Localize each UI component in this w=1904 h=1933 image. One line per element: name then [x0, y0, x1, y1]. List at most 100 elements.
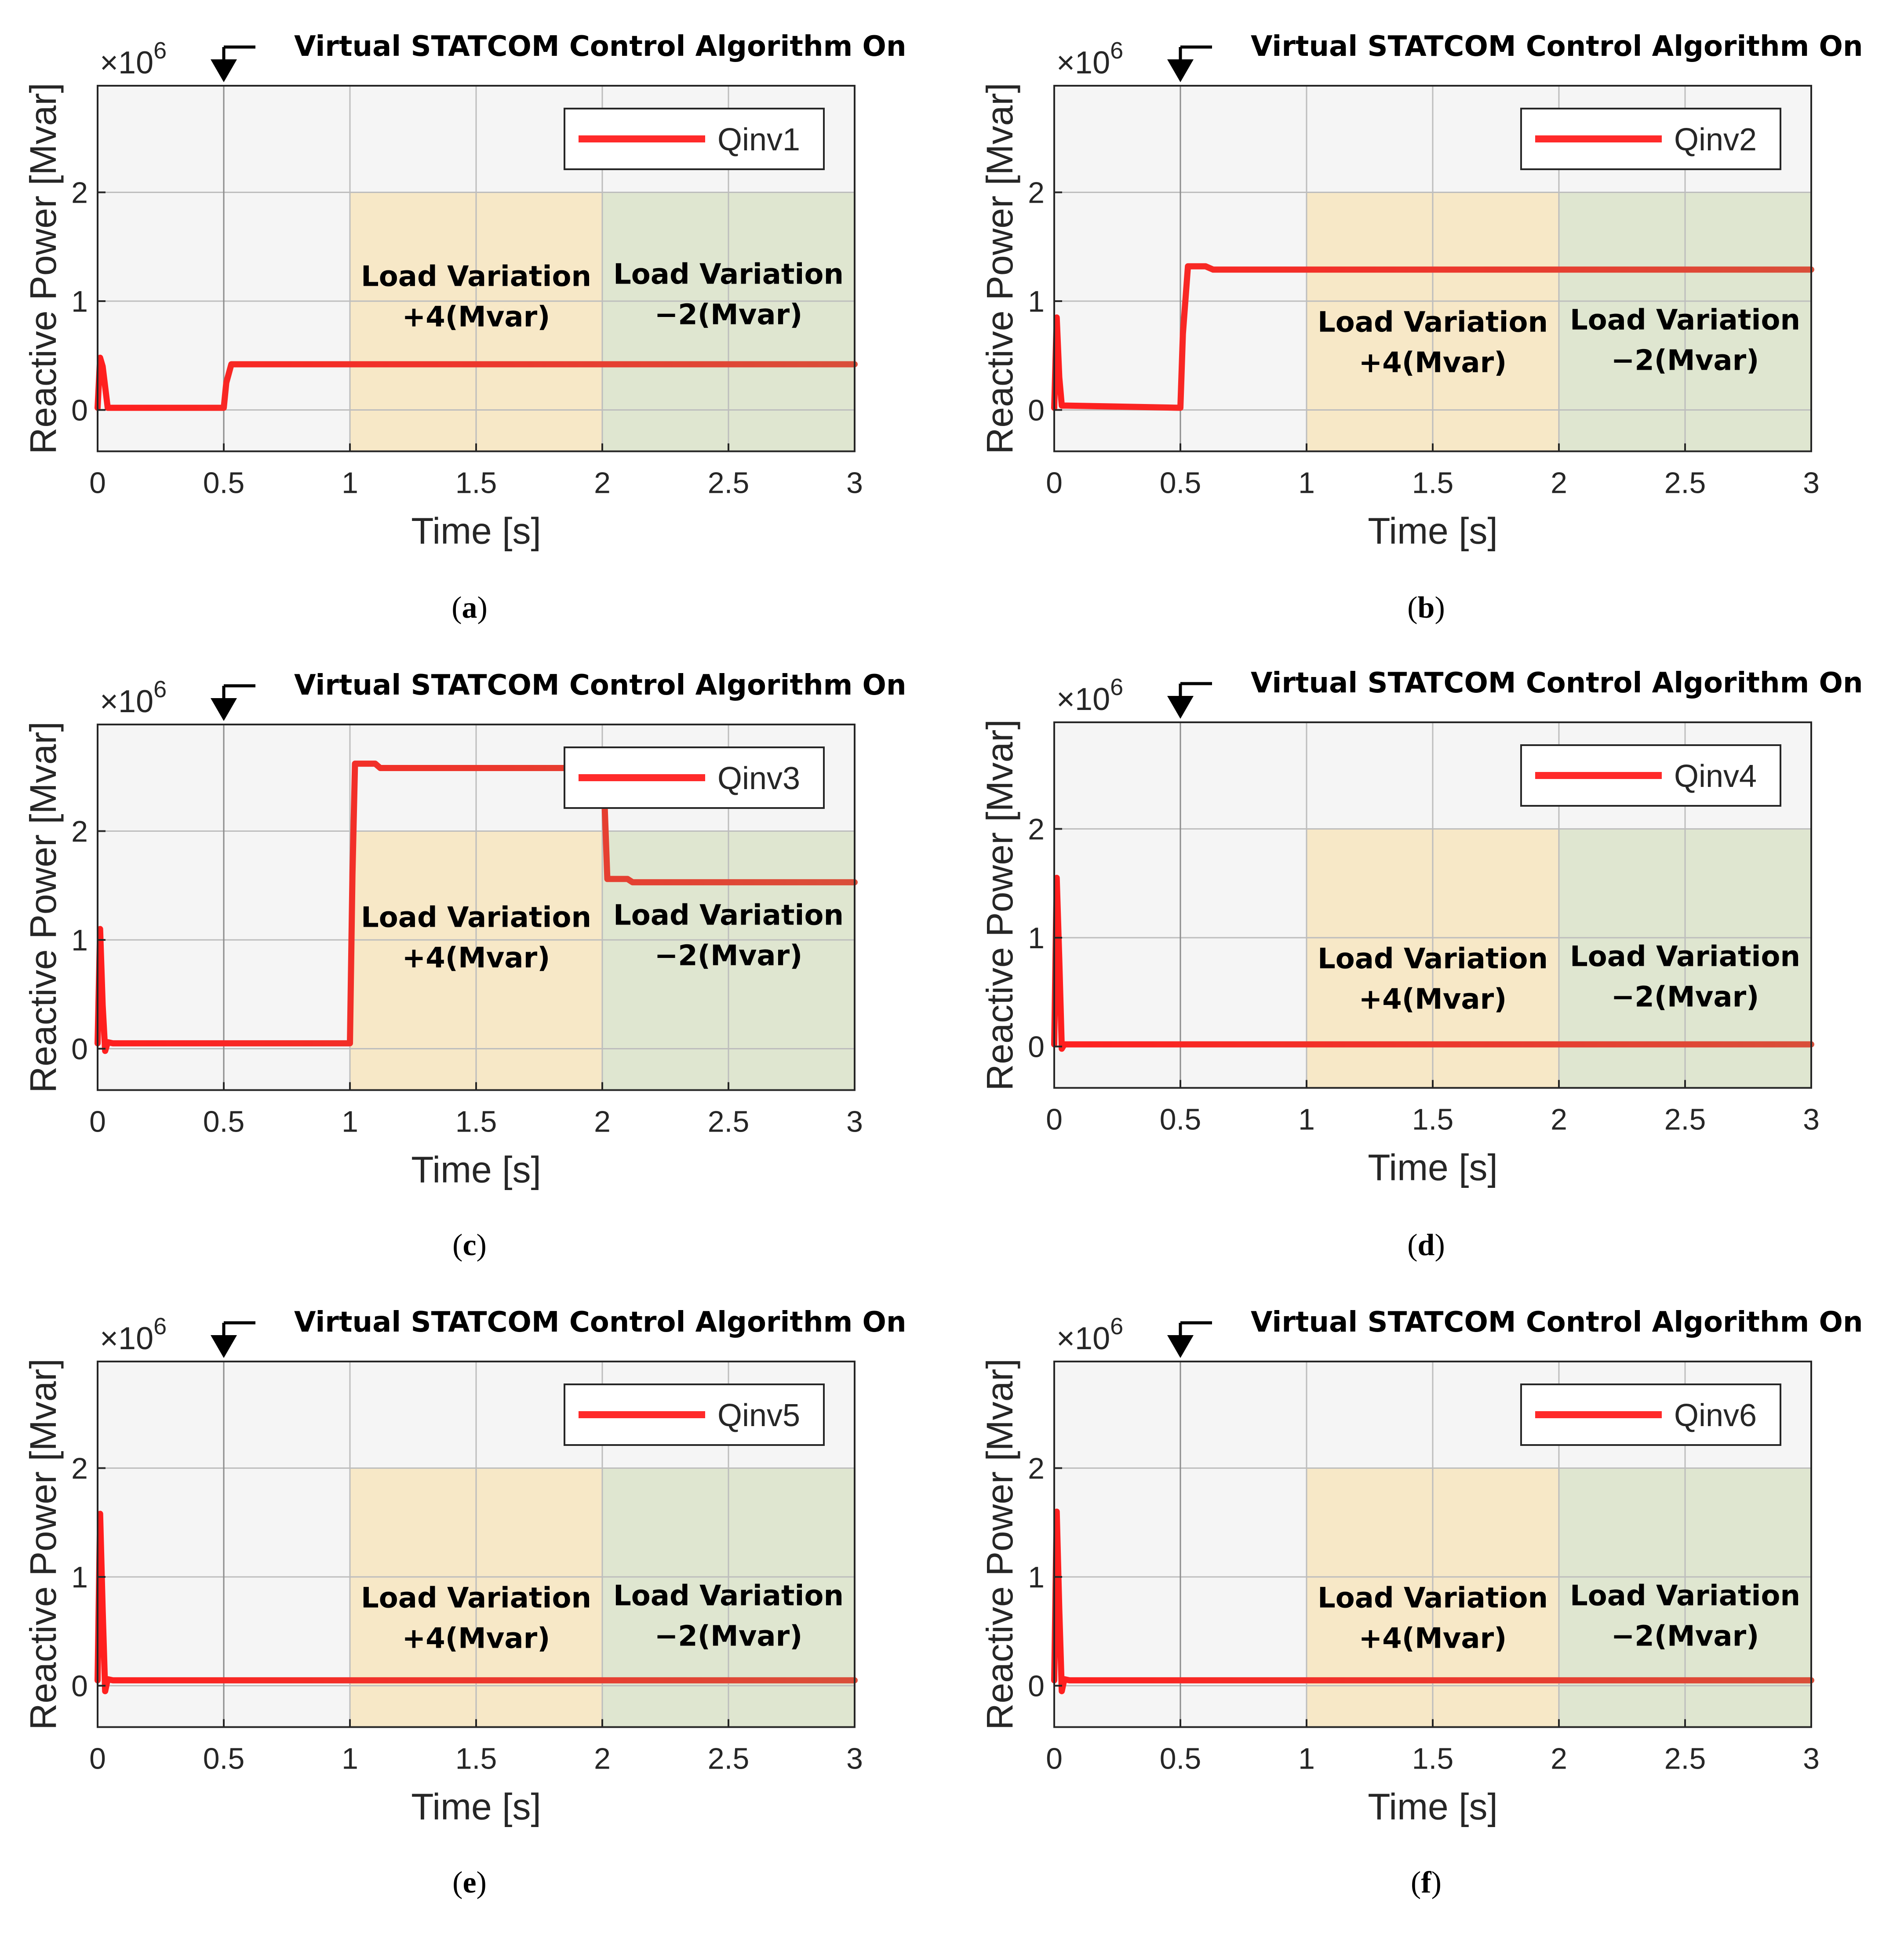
y-axis-label: Reactive Power [Mvar]: [979, 719, 1020, 1091]
y-tick-label: 1: [71, 285, 88, 318]
arrow-down-icon: [1167, 59, 1194, 82]
x-tick-label: 1: [1298, 466, 1315, 500]
region-label-1: Load Variation: [361, 901, 591, 934]
caption-open: (: [1407, 591, 1417, 625]
x-axis-label: Time [s]: [411, 1149, 541, 1190]
region-label-1: +4(Mvar): [402, 1622, 550, 1655]
y-tick-label: 0: [1028, 1670, 1045, 1703]
legend-label: Qinv3: [717, 761, 800, 796]
x-axis-label: Time [s]: [411, 510, 541, 552]
y-axis-label: Reactive Power [Mvar]: [22, 1358, 64, 1730]
x-tick-label: 2.5: [1664, 1742, 1706, 1776]
x-tick-label: 1: [1298, 1742, 1315, 1776]
x-tick-label: 2.5: [708, 1105, 750, 1139]
exponent-label: ×106: [1056, 1313, 1123, 1356]
x-tick-label: 2: [594, 1742, 611, 1776]
x-axis-label: Time [s]: [1368, 510, 1498, 552]
y-tick-label: 0: [1028, 1030, 1045, 1064]
region-label-2: Load Variation: [613, 899, 844, 932]
series-line-Qinv3: [95, 761, 858, 1054]
arrow-down-icon: [211, 698, 237, 721]
legend-label: Qinv2: [1674, 122, 1757, 157]
caption-open: (: [452, 1228, 462, 1262]
x-tick-label: 2.5: [1664, 1103, 1706, 1136]
panel-caption: (c): [452, 1228, 487, 1262]
y-tick-label: 0: [71, 1033, 88, 1066]
caption-open: (: [1407, 1228, 1417, 1262]
chart-panel-e: Load Variation +4(Mvar) Load Variation −2(M…: [22, 1306, 906, 1900]
x-tick-label: 0: [89, 1742, 106, 1776]
y-tick-label: 0: [71, 394, 88, 427]
y-tick-label: 0: [1028, 394, 1045, 427]
x-axis-label: Time [s]: [1368, 1147, 1498, 1188]
x-tick-label: 0.5: [203, 1742, 245, 1776]
exponent-label: ×106: [1056, 674, 1123, 717]
caption-close: ): [1431, 1866, 1442, 1900]
caption-open: (: [451, 591, 462, 625]
caption-letter: e: [462, 1866, 476, 1900]
region-label-2: Load Variation: [1570, 304, 1800, 336]
region-label-1: +4(Mvar): [402, 301, 550, 333]
region-label-2: −2(Mvar): [655, 299, 803, 331]
caption-close: ): [477, 591, 488, 625]
x-tick-label: 0: [89, 1105, 106, 1139]
y-tick-label: 1: [1028, 1561, 1045, 1594]
chart-title: Virtual STATCOM Control Algorithm On: [294, 30, 906, 63]
region-label-2: −2(Mvar): [655, 939, 803, 972]
series-line-Qinv1: [95, 354, 858, 411]
exponent-power: 6: [1110, 37, 1123, 64]
y-tick-label: 1: [71, 1561, 88, 1594]
exponent-label: ×106: [1056, 37, 1123, 80]
caption-letter: b: [1418, 591, 1435, 625]
x-tick-label: 2.5: [708, 1742, 750, 1776]
caption-letter: d: [1418, 1228, 1435, 1262]
region-label-2: Load Variation: [1570, 940, 1800, 973]
x-tick-label: 0: [1046, 1103, 1063, 1136]
region-label-1: Load Variation: [1318, 306, 1548, 339]
caption-close: ): [477, 1866, 487, 1900]
x-tick-label: 1: [342, 1105, 358, 1139]
caption-letter: f: [1421, 1866, 1431, 1900]
x-axis-label: Time [s]: [411, 1786, 541, 1827]
exponent-power: 6: [1110, 674, 1123, 700]
y-axis-label: Reactive Power [Mvar]: [979, 1358, 1020, 1730]
chart-panel-d: Load Variation +4(Mvar) Load Variation −2(M…: [979, 667, 1863, 1262]
x-tick-label: 0: [1046, 466, 1063, 500]
chart-title: Virtual STATCOM Control Algorithm On: [1251, 1306, 1863, 1339]
y-tick-label: 1: [1028, 921, 1045, 955]
chart-panel-f: Load Variation +4(Mvar) Load Variation −2(M…: [979, 1306, 1863, 1900]
series-line-Qinv5: [95, 1511, 858, 1694]
x-tick-label: 3: [846, 1105, 863, 1139]
x-tick-label: 0.5: [203, 466, 245, 500]
region-label-2: −2(Mvar): [1611, 344, 1759, 377]
x-tick-label: 2: [1551, 1742, 1567, 1776]
exponent-label: ×106: [100, 1313, 167, 1356]
x-tick-label: 1.5: [1412, 1742, 1454, 1776]
x-tick-label: 1.5: [455, 1105, 497, 1139]
x-tick-label: 3: [1803, 466, 1820, 500]
panel-caption: (a): [451, 591, 488, 625]
x-tick-label: 0: [1046, 1742, 1063, 1776]
caption-close: ): [1434, 591, 1445, 625]
caption-letter: a: [462, 591, 477, 625]
y-axis-label: Reactive Power [Mvar]: [979, 83, 1020, 454]
exponent-power: 6: [1110, 1313, 1123, 1340]
y-tick-label: 2: [1028, 176, 1045, 210]
region-label-1: +4(Mvar): [402, 942, 550, 974]
arrow-down-icon: [211, 59, 237, 82]
chart-panel-a: Load Variation +4(Mvar) Load Variation −2(M…: [22, 30, 906, 625]
region-label-1: Load Variation: [361, 1582, 591, 1614]
series-line-Qinv6: [1051, 1508, 1814, 1694]
caption-open: (: [452, 1866, 462, 1900]
exponent-power: 6: [153, 676, 167, 703]
x-tick-label: 1.5: [455, 1742, 497, 1776]
region-label-1: +4(Mvar): [1359, 1622, 1507, 1655]
caption-letter: c: [462, 1228, 476, 1262]
exponent-label: ×106: [100, 676, 167, 719]
x-tick-label: 0.5: [203, 1105, 245, 1139]
region-label-2: −2(Mvar): [1611, 1620, 1759, 1653]
region-label-2: −2(Mvar): [1611, 981, 1759, 1013]
x-tick-label: 0: [89, 466, 106, 500]
y-tick-label: 2: [1028, 1452, 1045, 1485]
